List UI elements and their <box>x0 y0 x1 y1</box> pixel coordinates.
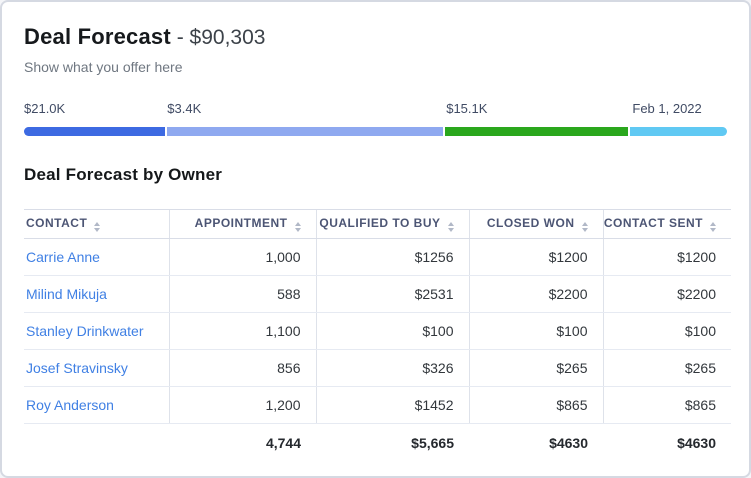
progress-bar <box>24 127 727 136</box>
cell-closed-won: $265 <box>468 349 603 387</box>
cell-contact-sent: $265 <box>602 349 731 387</box>
total-qualified: $5,665 <box>411 435 454 452</box>
sort-icon[interactable] <box>710 222 716 232</box>
cell-contact-sent: $100 <box>602 312 731 350</box>
sort-icon[interactable] <box>294 222 301 232</box>
total-closed-won: $4630 <box>549 435 588 452</box>
progress-label-1: $21.0K <box>24 101 66 116</box>
cell-qualified: $326 <box>315 349 469 387</box>
cell-qualified: $1452 <box>315 386 469 424</box>
sort-icon[interactable] <box>94 222 101 232</box>
sort-icon[interactable] <box>447 222 454 232</box>
column-header-appointment[interactable]: APPOINTMENT <box>168 209 316 239</box>
progress-segment-4[interactable] <box>630 127 727 136</box>
page-title-text: Deal Forecast <box>24 24 171 49</box>
contact-link[interactable]: Carrie Anne <box>26 249 100 265</box>
column-header-contact[interactable]: CONTACT <box>24 209 169 239</box>
cell-contact-sent: $2200 <box>602 275 731 313</box>
cell-appointment: 1,000 <box>168 238 316 276</box>
progress-label-4: Feb 1, 2022 <box>632 101 702 116</box>
table-totals-row: 4,744 $5,665 $4630 $4630 <box>24 424 731 463</box>
cell-appointment: 1,100 <box>168 312 316 350</box>
cell-appointment: 856 <box>168 349 316 387</box>
page-title: Deal Forecast - $90,303 <box>24 23 727 53</box>
cell-contact-sent: $1200 <box>602 238 731 276</box>
table-row: Stanley Drinkwater 1,100 $100 $100 $100 <box>24 312 731 350</box>
cell-closed-won: $865 <box>468 386 603 424</box>
cell-closed-won: $1200 <box>468 238 603 276</box>
column-header-contact-sent[interactable]: CONTACT SENT <box>602 209 731 239</box>
progress-labels: $21.0K $3.4K $15.1K Feb 1, 2022 <box>24 101 727 116</box>
column-header-closed-won[interactable]: CLOSED WON <box>468 209 603 239</box>
cell-qualified: $100 <box>315 312 469 350</box>
cell-closed-won: $2200 <box>468 275 603 313</box>
contact-link[interactable]: Stanley Drinkwater <box>26 323 144 339</box>
progress-segment-2[interactable] <box>166 127 443 136</box>
progress-label-3: $15.1K <box>446 101 488 116</box>
total-empty <box>24 424 169 463</box>
cell-closed-won: $100 <box>468 312 603 350</box>
table-row: Roy Anderson 1,200 $1452 $865 $865 <box>24 386 731 424</box>
table-header-row: CONTACT APPOINTMENT QUALIFIED TO BUY CLO… <box>24 209 731 239</box>
contact-link[interactable]: Milind Mikuja <box>26 286 107 302</box>
table-row: Carrie Anne 1,000 $1256 $1200 $1200 <box>24 238 731 276</box>
table-row: Josef Stravinsky 856 $326 $265 $265 <box>24 349 731 387</box>
progress-segment-1[interactable] <box>24 127 165 136</box>
cell-appointment: 588 <box>168 275 316 313</box>
table-title: Deal Forecast by Owner <box>24 165 223 184</box>
sort-icon[interactable] <box>581 222 588 232</box>
table-row: Milind Mikuja 588 $2531 $2200 $2200 <box>24 275 731 313</box>
page-subtitle: Show what you offer here <box>24 59 183 75</box>
cell-qualified: $1256 <box>315 238 469 276</box>
total-appointment: 4,744 <box>265 435 301 452</box>
cell-qualified: $2531 <box>315 275 469 313</box>
cell-appointment: 1,200 <box>168 386 316 424</box>
page-title-amount: - $90,303 <box>170 26 266 49</box>
contact-link[interactable]: Roy Anderson <box>26 397 114 413</box>
contact-link[interactable]: Josef Stravinsky <box>26 360 128 376</box>
column-header-qualified-to-buy[interactable]: QUALIFIED TO BUY <box>315 209 469 239</box>
progress-segment-3[interactable] <box>444 127 629 136</box>
cell-contact-sent: $865 <box>602 386 731 424</box>
progress-label-2: $3.4K <box>167 101 202 116</box>
total-contact-sent: $4630 <box>677 435 716 452</box>
deal-forecast-table: CONTACT APPOINTMENT QUALIFIED TO BUY CLO… <box>24 209 731 463</box>
